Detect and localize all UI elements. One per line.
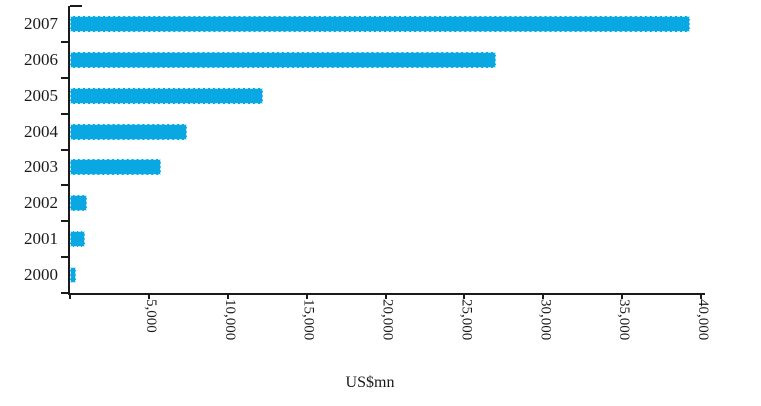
y-axis-tick [61,76,69,79]
bar-2006 [70,51,496,68]
y-axis-tick [61,256,69,259]
x-axis-tick [463,293,466,299]
y-axis-label: 2006 [24,49,58,69]
bar-2003 [70,159,162,176]
x-axis-tick-label: 5,000 [142,299,159,333]
x-axis-tick-label: 10,000 [221,299,238,341]
x-axis-tick [384,293,387,299]
y-axis-tick [70,5,82,7]
y-axis-tick [61,220,69,223]
x-axis-tick [621,293,624,299]
bar-2005 [70,87,264,104]
x-axis-tick-label: 30,000 [537,299,554,341]
x-axis-title: US$mn [345,374,395,391]
y-axis-label: 2000 [24,265,58,285]
y-axis-tick [61,292,69,294]
y-axis-label: 2004 [24,121,58,141]
x-axis-tick-label: 25,000 [458,299,475,341]
y-axis-label: 2001 [24,229,58,249]
x-axis-tick-label: 40,000 [695,299,711,341]
x-axis-tick [700,293,702,299]
bar-2004 [70,123,187,140]
x-axis-tick-label: 35,000 [616,299,633,341]
bar-2001 [70,231,85,248]
y-axis-tick [61,40,69,43]
y-axis-tick [61,112,69,115]
x-axis-tick [69,293,71,299]
y-axis-tick [61,184,69,187]
x-axis-tick [226,293,229,299]
y-axis-label: 2003 [24,157,58,177]
x-axis-tick [305,293,308,299]
bar-2002 [70,195,88,212]
plot-area [68,6,705,295]
x-axis-tick [542,293,545,299]
x-axis-tick-label: 20,000 [379,299,396,341]
y-axis-tick [61,148,69,151]
x-axis-tick-label: 15,000 [300,299,317,341]
bar-2007 [70,15,690,32]
x-axis-tick [147,293,150,299]
bar-2000 [70,267,77,284]
y-axis-label: 2005 [24,85,58,105]
y-axis-label: 2002 [24,193,58,213]
y-axis-label: 2007 [24,13,58,33]
